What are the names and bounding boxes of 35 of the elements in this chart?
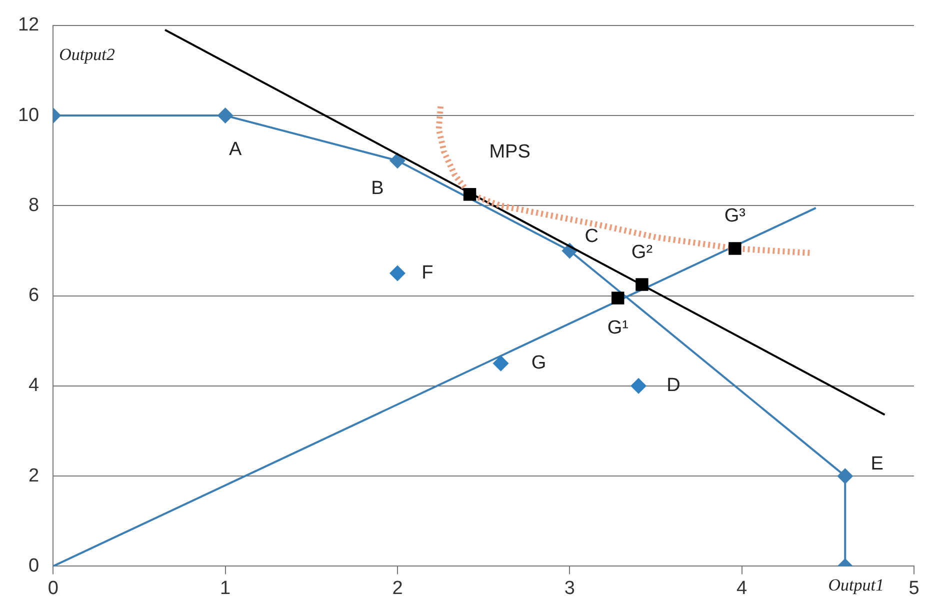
point	[837, 468, 854, 484]
annotation: MPS	[489, 142, 530, 163]
annotation: A	[228, 138, 242, 160]
x-tick-label: 0	[48, 578, 58, 599]
annotation: B	[371, 178, 384, 199]
annotation: G¹	[607, 317, 628, 338]
point	[612, 292, 624, 304]
annotation: E	[870, 453, 884, 474]
point	[389, 152, 406, 169]
y-tick-label: 0	[28, 555, 40, 576]
annotation: G	[531, 352, 546, 374]
y-tick-label: 2	[28, 465, 40, 486]
point	[389, 265, 406, 282]
point	[463, 188, 476, 201]
x-tick-label: 3	[564, 578, 575, 599]
annotation: G²	[631, 242, 653, 263]
point	[728, 242, 742, 255]
y-tick-label: 6	[28, 285, 40, 306]
y-tick-label: 12	[18, 14, 40, 36]
y-axis-title: Output2	[59, 44, 116, 64]
point	[636, 278, 648, 291]
x-tick-label: 2	[392, 578, 403, 599]
point	[630, 378, 647, 394]
annotation: C	[584, 226, 599, 247]
y-tick-label: 10	[18, 104, 40, 126]
annotation: F	[422, 262, 434, 284]
point	[217, 108, 234, 124]
y-tick-label: 4	[28, 375, 40, 396]
x-tick-label: 5	[908, 578, 920, 599]
x-tick-label: 1	[220, 578, 231, 599]
x-tick-label: 4	[736, 578, 748, 599]
x-axis-title: Output1	[828, 576, 884, 595]
annotation: G³	[724, 206, 746, 227]
y-tick-label: 8	[28, 194, 40, 216]
point	[492, 355, 509, 372]
